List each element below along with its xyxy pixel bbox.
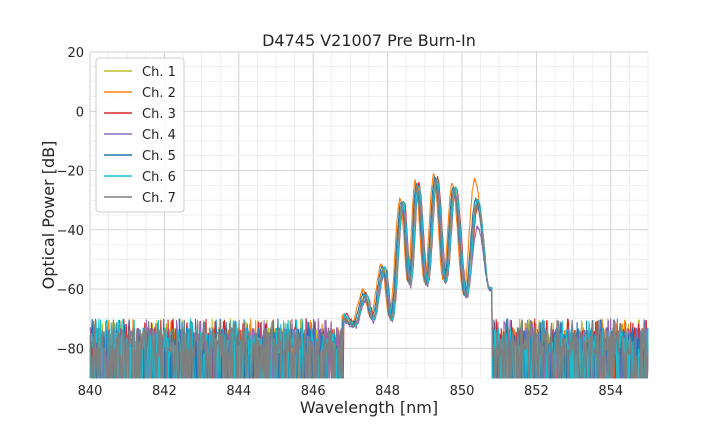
legend-label-ch6: Ch. 6 [142, 170, 176, 185]
series-line-ch7 [89, 178, 649, 379]
x-axis-label: Wavelength [nm] [300, 398, 438, 417]
x-tick-label: 844 [226, 384, 251, 399]
legend-box [95, 57, 185, 213]
y-axis-label: Optical Power [dB] [39, 141, 58, 290]
y-tick-label: −80 [57, 342, 84, 357]
tick-labels: 840 842 844 846 848 850 852 854 20 0 −20 −40 −60 −80 [57, 46, 624, 399]
legend: Ch. 1 Ch. 2 Ch. 3 Ch. 4 Ch. 5 Ch. 6 Ch. 7 [95, 57, 185, 213]
y-tick-label: 0 [76, 105, 84, 120]
y-tick-label: −60 [57, 283, 84, 298]
legend-label-ch7: Ch. 7 [142, 191, 176, 206]
y-tick-label: −20 [57, 165, 84, 180]
legend-label-ch1: Ch. 1 [142, 65, 176, 80]
legend-label-ch2: Ch. 2 [142, 86, 176, 101]
x-tick-label: 854 [598, 384, 623, 399]
legend-label-ch5: Ch. 5 [142, 149, 176, 164]
x-tick-label: 840 [78, 384, 103, 399]
x-tick-label: 852 [524, 384, 549, 399]
legend-label-ch4: Ch. 4 [142, 128, 176, 143]
chart-title: D4745 V21007 Pre Burn-In [262, 31, 476, 50]
series-layer [89, 172, 649, 379]
x-tick-label: 848 [375, 384, 400, 399]
x-tick-label: 850 [450, 384, 475, 399]
y-tick-label: 20 [67, 46, 84, 61]
x-tick-label: 842 [152, 384, 177, 399]
y-tick-label: −40 [57, 224, 84, 239]
legend-label-ch3: Ch. 3 [142, 107, 176, 122]
x-tick-label: 846 [301, 384, 326, 399]
